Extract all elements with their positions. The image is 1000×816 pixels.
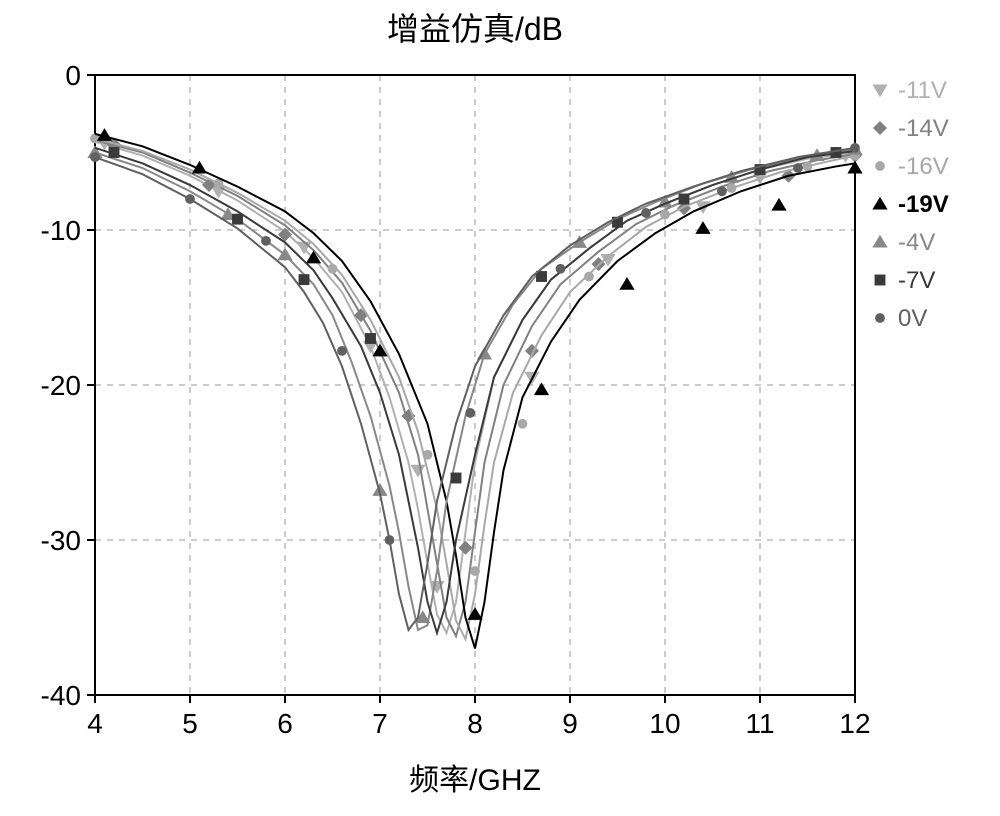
legend-label-4: -4V	[898, 229, 935, 256]
legend: -11V -14V -16V -19V -4V -7V 0V	[873, 77, 948, 332]
svg-text:11: 11	[745, 708, 774, 739]
legend-label-3: -19V	[898, 191, 949, 218]
y-ticks: 0 -10 -20 -30 -40	[41, 60, 95, 711]
svg-text:6: 6	[277, 708, 293, 739]
svg-text:-40: -40	[41, 680, 81, 711]
x-axis-label: 频率/GHZ	[409, 764, 541, 797]
svg-text:5: 5	[182, 708, 198, 739]
legend-label-6: 0V	[898, 305, 927, 332]
svg-text:-10: -10	[41, 215, 81, 246]
legend-label-0: -11V	[898, 77, 947, 104]
chart-container: 增益仿真/dB 4 5 6 7 8 9 10 11 12 0 -10 -20 -30 -40 频率/GH…	[0, 0, 1000, 816]
chart-svg: 增益仿真/dB 4 5 6 7 8 9 10 11 12 0 -10 -20 -30 -40 频率/GH…	[0, 0, 1000, 816]
svg-text:12: 12	[839, 708, 870, 739]
legend-label-5: -7V	[898, 267, 935, 294]
chart-title: 增益仿真/dB	[387, 11, 563, 47]
svg-text:10: 10	[649, 708, 680, 739]
svg-text:-30: -30	[41, 525, 81, 556]
svg-text:9: 9	[562, 708, 578, 739]
svg-text:8: 8	[467, 708, 483, 739]
svg-text:0: 0	[65, 60, 81, 91]
svg-text:7: 7	[372, 708, 388, 739]
svg-text:4: 4	[87, 708, 103, 739]
legend-label-1: -14V	[898, 115, 949, 142]
svg-text:-20: -20	[41, 370, 81, 401]
legend-label-2: -16V	[898, 153, 949, 180]
x-ticks: 4 5 6 7 8 9 10 11 12	[87, 695, 870, 739]
